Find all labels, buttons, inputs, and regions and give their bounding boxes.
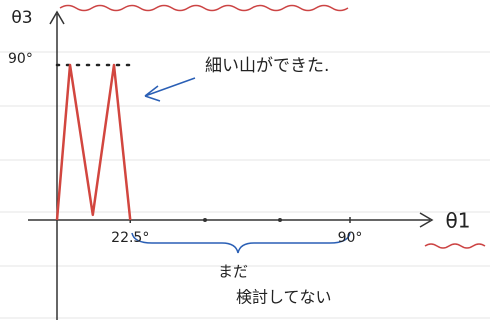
brace bbox=[132, 233, 350, 253]
decoration bbox=[425, 244, 485, 248]
chart: θ3 θ1 細い山ができた. まだ 検討してない 90° 22.5° 90° bbox=[0, 0, 490, 324]
annotation: 細い山ができた. bbox=[205, 56, 329, 76]
annotation: まだ bbox=[218, 263, 248, 281]
data-line bbox=[57, 65, 130, 220]
x-axis-label: θ1 bbox=[446, 209, 471, 233]
y-tick-label: 90° bbox=[8, 51, 33, 67]
page: {"chart_data": {"type": "line", "x_label… bbox=[0, 0, 490, 324]
axis-dot bbox=[278, 218, 282, 222]
x-tick-label: 90° bbox=[338, 230, 363, 246]
annotation: 検討してない bbox=[236, 288, 332, 307]
x-tick-label: 22.5° bbox=[111, 230, 149, 246]
decoration bbox=[60, 6, 348, 11]
axis-dot bbox=[203, 218, 207, 222]
y-axis-label: θ3 bbox=[11, 8, 32, 28]
annotation-arrow bbox=[145, 78, 195, 101]
